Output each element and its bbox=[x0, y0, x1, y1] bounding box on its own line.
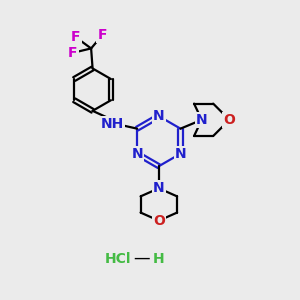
Text: NH: NH bbox=[100, 117, 124, 131]
Text: F: F bbox=[68, 46, 78, 60]
Text: N: N bbox=[196, 113, 208, 127]
Text: H: H bbox=[153, 252, 165, 266]
Text: N: N bbox=[153, 181, 165, 195]
Text: N: N bbox=[175, 147, 186, 161]
Text: N: N bbox=[131, 147, 143, 161]
Text: O: O bbox=[224, 113, 235, 127]
Text: HCl: HCl bbox=[104, 252, 131, 266]
Text: F: F bbox=[71, 30, 80, 44]
Text: F: F bbox=[98, 28, 107, 42]
Text: —: — bbox=[133, 248, 149, 266]
Text: N: N bbox=[153, 109, 165, 123]
Text: O: O bbox=[153, 214, 165, 228]
